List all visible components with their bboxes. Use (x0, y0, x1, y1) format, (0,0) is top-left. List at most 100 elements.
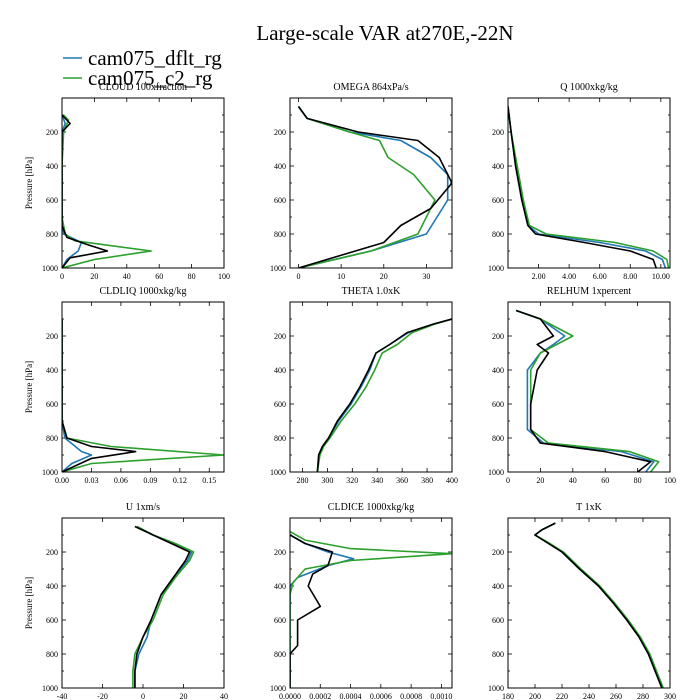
x-tick-label: 20 (536, 476, 544, 485)
y-tick-label: 400 (46, 366, 58, 375)
x-tick-label: 0.0010 (430, 692, 452, 700)
y-tick-label: 1000 (488, 468, 504, 477)
series-group (515, 309, 660, 472)
y-tick-label: 800 (46, 434, 58, 443)
y-tick-label: 800 (492, 434, 504, 443)
series-line-black (515, 309, 652, 472)
plot-frame (289, 301, 453, 473)
series-group (316, 318, 452, 472)
x-tick-label: 40 (569, 476, 577, 485)
panel-title: THETA 1.0xK (342, 286, 401, 297)
x-tick-label: 0 (141, 692, 145, 700)
y-tick-label: 600 (46, 196, 58, 205)
panel-title: OMEGA 864xPa/s (333, 82, 408, 93)
plot-frame (61, 301, 225, 473)
x-tick-label: 80 (188, 272, 196, 281)
plot-frame (61, 97, 225, 269)
series-group (132, 525, 195, 688)
y-tick-label: 400 (274, 162, 286, 171)
y-tick-label: 200 (274, 128, 286, 137)
panel-title: CLDLIQ 1000xkg/kg (100, 286, 187, 297)
plot-frame (289, 97, 453, 269)
y-tick-label: 400 (274, 582, 286, 591)
series-group (290, 530, 452, 688)
x-tick-label: 20 (180, 692, 188, 700)
x-tick-label: 380 (421, 476, 433, 485)
x-tick-label: 60 (155, 272, 163, 281)
y-tick-label: 600 (274, 400, 286, 409)
y-tick-label: 400 (492, 366, 504, 375)
x-tick-label: 320 (346, 476, 358, 485)
y-tick-label: 400 (46, 162, 58, 171)
x-tick-label: 2.00 (532, 272, 546, 281)
x-tick-label: 300 (321, 476, 333, 485)
figure-title: Large-scale VAR at270E,-22N (256, 21, 513, 45)
legend-label-c2: cam075_c2_rg (88, 66, 213, 90)
y-axis-label: Pressure [hPa] (24, 157, 34, 209)
series-line-cam075-dflt-rg (515, 309, 655, 472)
y-tick-label: 800 (492, 230, 504, 239)
series-line-black (534, 522, 663, 688)
series-line-black (62, 319, 137, 472)
x-tick-label: -20 (97, 692, 108, 700)
series-group (62, 114, 152, 268)
x-tick-label: 360 (396, 476, 408, 485)
x-tick-label: 80 (634, 476, 642, 485)
panel-title: T 1xK (576, 502, 602, 513)
series-line-black (134, 525, 191, 688)
y-tick-label: 400 (274, 366, 286, 375)
panel-3: Q 1000xkg/kg 200 400 600 800 1000 2.00 4.00 6.00… (488, 82, 671, 281)
y-tick-label: 200 (46, 128, 58, 137)
y-tick-label: 600 (274, 196, 286, 205)
plot-frame (507, 517, 671, 689)
x-tick-label: 40 (220, 692, 228, 700)
plot-frame (507, 97, 671, 269)
series-line-black (290, 534, 334, 688)
x-tick-label: 4.00 (562, 272, 576, 281)
panel-title: CLOUD 100xfraction (99, 82, 187, 93)
x-tick-label: 0.0008 (400, 692, 422, 700)
series-line-cam075-dflt-rg (62, 319, 93, 472)
y-tick-label: 800 (274, 650, 286, 659)
y-tick-label: 600 (46, 400, 58, 409)
series-line-cam075-c2-rg (316, 318, 452, 472)
x-tick-label: 20 (380, 272, 388, 281)
plot-frame (507, 301, 671, 473)
y-tick-label: 600 (46, 616, 58, 625)
y-tick-label: 800 (274, 230, 286, 239)
x-tick-label: 6.00 (593, 272, 607, 281)
x-tick-label: 8.00 (623, 272, 637, 281)
y-tick-label: 800 (46, 650, 58, 659)
x-tick-label: 400 (446, 476, 458, 485)
x-tick-label: 200 (529, 692, 541, 700)
y-tick-label: 800 (46, 230, 58, 239)
y-tick-label: 200 (492, 332, 504, 341)
y-tick-label: 1000 (488, 264, 504, 273)
x-tick-label: 0 (297, 272, 301, 281)
panel-5: THETA 1.0xK 200 400 600 800 1000 280 300 320 340 3… (270, 286, 458, 485)
series-group (297, 106, 452, 268)
x-tick-label: 0 (506, 476, 510, 485)
series-line-cam075-dflt-rg (134, 525, 193, 688)
x-tick-label: 100 (664, 476, 676, 485)
series-line-black (62, 114, 109, 268)
y-tick-label: 1000 (42, 264, 58, 273)
legend: cam075_dflt_rg cam075_c2_rg (63, 46, 222, 90)
y-tick-label: 1000 (270, 264, 286, 273)
y-tick-label: 200 (492, 548, 504, 557)
legend-label-dflt: cam075_dflt_rg (88, 46, 222, 70)
y-tick-label: 400 (492, 582, 504, 591)
y-tick-label: 400 (46, 582, 58, 591)
x-tick-label: 30 (422, 272, 430, 281)
x-tick-label: 260 (610, 692, 622, 700)
panel-title: Q 1000xkg/kg (560, 82, 618, 93)
y-tick-label: 1000 (488, 684, 504, 693)
series-group (508, 106, 670, 268)
x-tick-label: 300 (664, 692, 676, 700)
y-tick-label: 200 (274, 548, 286, 557)
y-tick-label: 400 (492, 162, 504, 171)
series-line-cam075-dflt-rg (316, 318, 452, 472)
